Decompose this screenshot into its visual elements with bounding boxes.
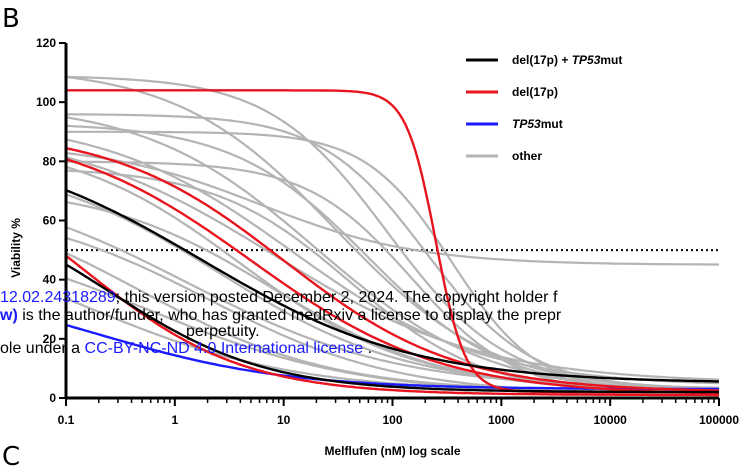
x-tick-label: 10	[277, 413, 291, 427]
watermark-line-3: perpetuity.	[186, 323, 260, 340]
y-tick-label: 60	[43, 214, 57, 228]
watermark-line-4-suffix: .	[363, 340, 373, 357]
curve-del-17p-tp53mut-24	[65, 189, 719, 383]
y-tick-label: 0	[49, 391, 56, 405]
x-tick-label: 100000	[699, 413, 739, 427]
y-tick-label: 20	[43, 332, 57, 346]
curves-group	[65, 75, 720, 397]
legend-label: other	[512, 149, 542, 163]
curve-del-17p--22	[65, 147, 719, 392]
legend-label: TP53mut	[512, 117, 563, 131]
y-axis-label: Viability %	[9, 218, 23, 278]
y-tick-label: 100	[36, 95, 56, 109]
watermark-line-4: ole under a CC-BY-NC-ND 4.0 Internationa…	[0, 340, 372, 358]
watermark-line-1-text: ; this version posted December 2, 2024. …	[115, 289, 558, 306]
watermark-line-2-bold: w)	[0, 307, 18, 324]
watermark-doi-link[interactable]: 12.02.24318289	[0, 289, 116, 306]
curve-other-3	[66, 113, 720, 390]
legend: del(17p) + TP53mut del(17p) TP53mut other	[466, 53, 622, 163]
x-axis-label: Melflufen (nM) log scale	[324, 444, 460, 458]
watermark-line-2-text: is the author/funder, who has granted me…	[17, 307, 562, 324]
y-tick-label: 40	[43, 273, 57, 287]
x-tick-label: 1	[171, 413, 178, 427]
curve-del-17p-tp53mut-25	[65, 263, 719, 394]
y-tick-label: 80	[43, 154, 57, 168]
next-panel-label: C	[2, 442, 21, 472]
watermark-license-link[interactable]: CC-BY-NC-ND 4.0 International license	[84, 340, 364, 357]
curve-other-6	[65, 156, 720, 381]
panel-label: B	[2, 4, 20, 34]
curve-del-17p--21	[65, 158, 720, 395]
watermark-line-2: w) is the author/funder, who has granted…	[0, 307, 561, 325]
watermark-line-1: 12.02.24318289; this version posted Dece…	[0, 289, 557, 307]
legend-label: del(17p)	[512, 85, 558, 99]
curve-other-8	[65, 152, 719, 266]
x-tick-label: 1000	[488, 413, 515, 427]
y-tick-label: 120	[36, 36, 56, 50]
watermark-line-4-prefix: ole under a	[0, 340, 85, 357]
axes-group: 0 20 40 60 80 100 120 0.1 1 10 100 1000 10000 100000 M…	[9, 36, 739, 458]
legend-label: del(17p) + TP53mut	[512, 53, 622, 67]
x-tick-label: 0.1	[58, 413, 75, 427]
x-tick-label: 100	[382, 413, 402, 427]
x-tick-label: 10000	[593, 413, 627, 427]
curve-del-17p--23	[65, 254, 719, 397]
